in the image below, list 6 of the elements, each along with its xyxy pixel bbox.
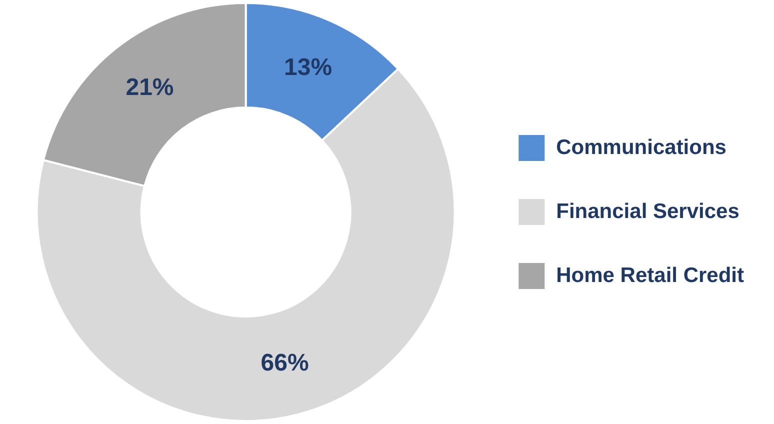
data-label: 13%	[284, 54, 332, 81]
data-label: 66%	[260, 349, 309, 376]
data-label: 21%	[126, 74, 174, 101]
legend-label: Home Retail Credit	[556, 264, 744, 287]
legend-label: Financial Services	[556, 200, 740, 223]
legend-label: Communications	[556, 136, 726, 159]
